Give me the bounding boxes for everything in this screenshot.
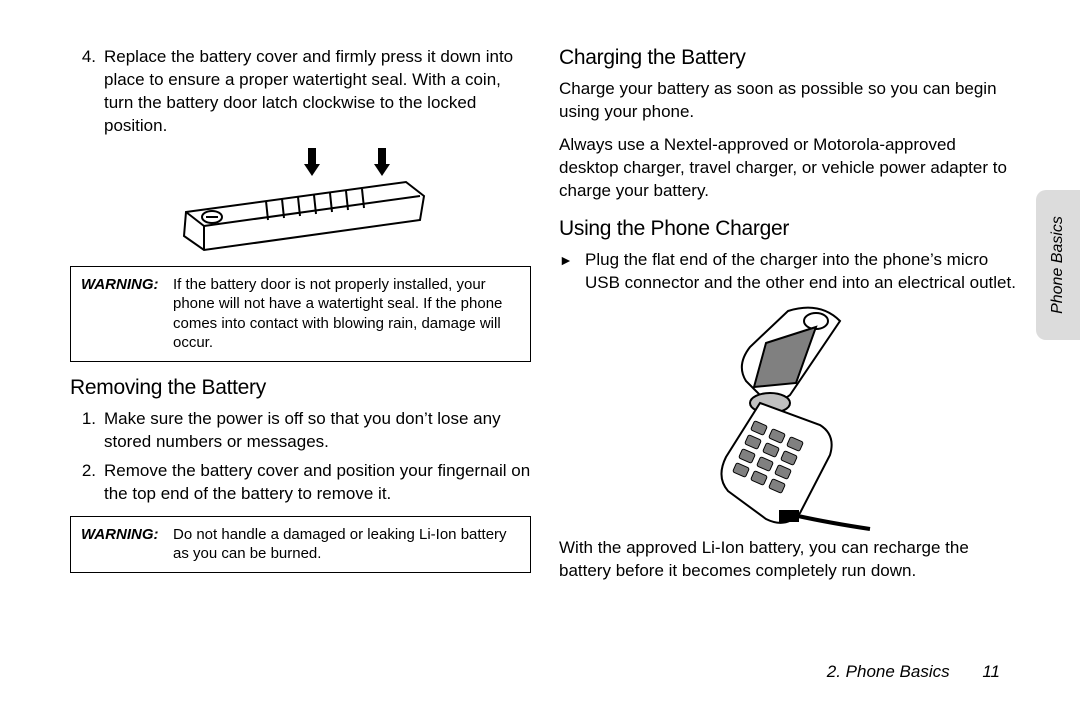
flip-phone-illustration: [670, 303, 910, 533]
figure-battery-cover: [70, 146, 531, 256]
page-footer: 2. Phone Basics 11: [827, 662, 1000, 682]
section-tab-label: Phone Basics: [1049, 216, 1067, 314]
warning-text: If the battery door is not properly inst…: [173, 275, 520, 353]
footer-chapter: 2. Phone Basics: [827, 662, 950, 681]
list-text: Make sure the power is off so that you d…: [104, 408, 531, 454]
list-number: 2.: [70, 460, 104, 483]
heading-removing-battery: Removing the Battery: [70, 376, 531, 400]
heading-charging-battery: Charging the Battery: [559, 46, 1020, 70]
list-number: 4.: [70, 46, 104, 69]
battery-cover-illustration: [156, 146, 446, 256]
figure-phone-charger: [559, 303, 1020, 533]
warning-box-1: WARNING: If the battery door is not prop…: [70, 266, 531, 362]
bullet-marker: ►: [559, 249, 585, 270]
list-number: 1.: [70, 408, 104, 431]
step-4: 4. Replace the battery cover and firmly …: [70, 46, 531, 138]
warning-box-2: WARNING: Do not handle a damaged or leak…: [70, 516, 531, 573]
left-column: 4. Replace the battery cover and firmly …: [70, 46, 531, 646]
list-text: Replace the battery cover and firmly pre…: [104, 46, 531, 138]
two-column-layout: 4. Replace the battery cover and firmly …: [70, 46, 1020, 646]
charger-bullet: ► Plug the flat end of the charger into …: [559, 249, 1020, 295]
list-text: Remove the battery cover and position yo…: [104, 460, 531, 506]
right-column: Charging the Battery Charge your battery…: [559, 46, 1020, 646]
footer-page-number: 11: [982, 662, 1000, 681]
manual-page: 4. Replace the battery cover and firmly …: [0, 0, 1080, 720]
charge-paragraph-2: Always use a Nextel-approved or Motorola…: [559, 134, 1020, 203]
bullet-text: Plug the flat end of the charger into th…: [585, 249, 1020, 295]
warning-label: WARNING:: [81, 525, 173, 545]
remove-step-2: 2. Remove the battery cover and position…: [70, 460, 531, 506]
section-tab: Phone Basics: [1036, 190, 1080, 340]
warning-text: Do not handle a damaged or leaking Li-Io…: [173, 525, 520, 564]
heading-using-charger: Using the Phone Charger: [559, 217, 1020, 241]
charge-paragraph-3: With the approved Li-Ion battery, you ca…: [559, 537, 1020, 583]
charge-paragraph-1: Charge your battery as soon as possible …: [559, 78, 1020, 124]
remove-step-1: 1. Make sure the power is off so that yo…: [70, 408, 531, 454]
warning-label: WARNING:: [81, 275, 173, 295]
